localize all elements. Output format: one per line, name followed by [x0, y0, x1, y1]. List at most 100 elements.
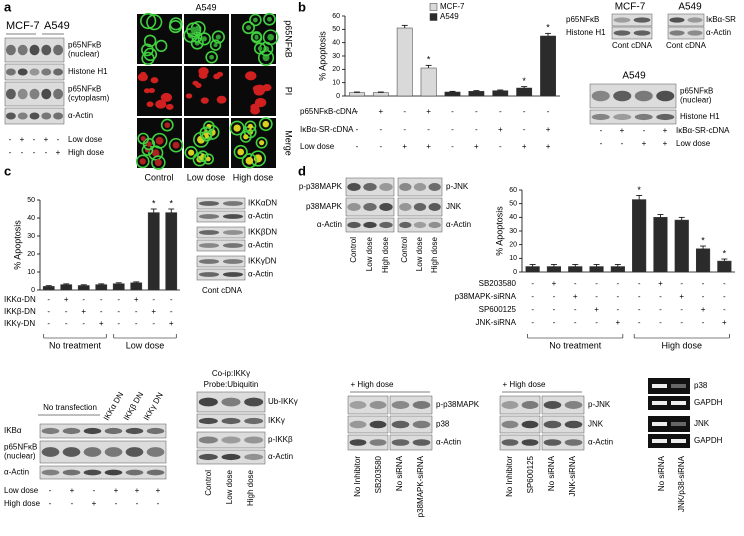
blot	[196, 210, 246, 223]
treatment-sign: -	[617, 305, 620, 314]
band	[29, 68, 40, 76]
label: p-p38MAPK	[299, 182, 343, 191]
blot	[347, 395, 389, 415]
nucleus	[146, 101, 154, 108]
gel	[648, 396, 690, 410]
bar	[717, 260, 732, 273]
cell	[242, 21, 255, 35]
treatment-sign: -	[379, 142, 382, 151]
cell	[143, 34, 157, 48]
band	[5, 88, 16, 100]
cell	[199, 126, 213, 140]
band	[222, 201, 244, 206]
cell	[229, 120, 245, 136]
nucleus	[267, 33, 275, 41]
legend-swatch	[429, 13, 438, 21]
treatment-sign: -	[702, 318, 705, 327]
blot	[499, 415, 541, 434]
treatment-sign: -	[600, 139, 603, 148]
band	[221, 453, 241, 461]
axis-title: % Apoptosis	[12, 220, 22, 270]
band	[62, 447, 81, 457]
band	[244, 453, 264, 461]
treatment-sign: -	[595, 292, 598, 301]
treatment-sign: +	[701, 305, 706, 314]
label: Co-ip:IKKγ	[212, 369, 250, 378]
band	[198, 201, 220, 206]
band	[29, 112, 40, 120]
significance: *	[522, 76, 526, 86]
treatment-sign: -	[152, 319, 155, 328]
band	[5, 68, 16, 76]
treatment-sign: -	[49, 486, 52, 495]
treatment-sign: -	[523, 125, 526, 134]
bar	[540, 35, 556, 97]
label: Histone H1	[680, 112, 720, 121]
band	[17, 68, 28, 76]
treatment-sign: -	[475, 107, 478, 116]
cell-line: MCF-7	[6, 20, 40, 32]
label: IKKγ	[268, 416, 285, 425]
label: IKKβDN	[248, 228, 277, 237]
cell	[211, 30, 225, 44]
band	[198, 259, 220, 264]
nucleus	[143, 88, 151, 94]
nucleus	[257, 46, 263, 51]
band	[222, 272, 244, 277]
nucleus	[245, 157, 254, 165]
label: SP600125	[526, 455, 535, 493]
gel-band	[671, 401, 686, 405]
axis-title: % Apoptosis	[317, 31, 327, 81]
y-tick-label: 0	[336, 93, 340, 100]
treatment-sign: -	[117, 319, 120, 328]
treatment-sign: -	[638, 305, 641, 314]
treatment-sign: +	[20, 135, 25, 144]
band	[41, 112, 52, 120]
nucleus	[155, 136, 164, 145]
treatment-sign: +	[546, 142, 551, 151]
treatment-sign: +	[156, 486, 161, 495]
band	[669, 30, 685, 36]
band	[633, 30, 651, 36]
label: High dose	[381, 236, 390, 273]
nucleus	[151, 149, 160, 157]
label: Cont cDNA	[666, 41, 707, 50]
bar	[653, 217, 668, 273]
treatment-sign: +	[151, 307, 156, 316]
bar	[349, 92, 365, 97]
band	[104, 447, 123, 457]
band	[349, 401, 367, 409]
nucleus	[140, 71, 147, 77]
label: Cont cDNA	[612, 41, 653, 50]
label: α-Actin	[446, 220, 471, 229]
band	[413, 203, 427, 211]
cell	[255, 136, 268, 149]
image-column: Control	[144, 172, 173, 182]
blot	[196, 255, 246, 268]
treatment-sign: -	[475, 125, 478, 134]
band	[428, 183, 441, 191]
band	[413, 183, 427, 191]
label: (nuclear)	[680, 96, 712, 105]
band	[399, 221, 412, 229]
treatment-sign: -	[100, 307, 103, 316]
cell	[202, 153, 214, 165]
band	[244, 417, 264, 425]
gel-band	[652, 422, 667, 426]
significance: *	[546, 23, 550, 33]
y-tick-label: 10	[27, 269, 35, 276]
treatment-sign: -	[82, 319, 85, 328]
blot	[196, 226, 246, 239]
label: α-Actin	[248, 241, 273, 250]
treatment-sign: -	[21, 148, 24, 157]
label: Cont cDNA	[202, 286, 243, 295]
image-column: Low dose	[187, 172, 226, 182]
treatment-sign: +	[70, 486, 75, 495]
label: α-Actin	[588, 438, 613, 447]
group-label: No treatment	[49, 340, 102, 350]
nucleus	[259, 140, 265, 146]
treatment-sign: -	[531, 318, 534, 327]
band	[656, 90, 675, 102]
band	[222, 259, 244, 264]
treatment-sign: -	[680, 318, 683, 327]
